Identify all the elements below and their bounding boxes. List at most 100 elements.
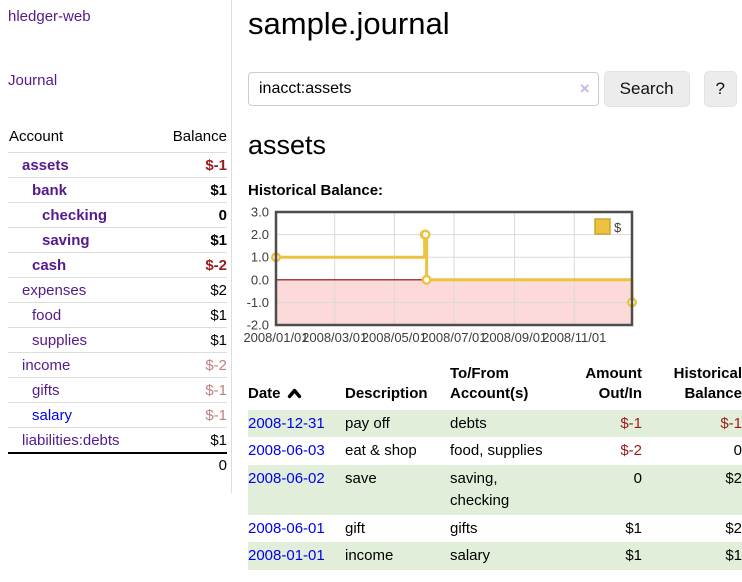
- account-balance: 0: [154, 202, 227, 228]
- x-axis-tick: 2008/03/01: [302, 330, 367, 345]
- transaction-accounts: debts: [450, 409, 560, 438]
- account-balance: $1: [154, 177, 227, 203]
- accounts-table: Account Balance assets $-1 bank $1 checking 0…: [8, 125, 227, 477]
- brand-link[interactable]: hledger-web: [8, 8, 91, 25]
- transaction-amount: $-1: [560, 409, 642, 438]
- account-balance: $1: [154, 302, 227, 328]
- chart-title: Historical Balance:: [248, 182, 384, 199]
- search-box: ×: [248, 72, 599, 106]
- account-balance: $1: [154, 227, 227, 253]
- sort-asc-icon: [287, 389, 301, 399]
- register-header-row: Date Description To/From Account(s) Amount Ou…: [248, 362, 742, 410]
- account-row: food $1: [8, 302, 227, 328]
- account-balance: $-1: [154, 377, 227, 403]
- account-row: liabilities:debts $1: [8, 427, 227, 453]
- transaction-accounts: saving, checking: [450, 465, 560, 515]
- account-balance: $1: [154, 427, 227, 453]
- help-button[interactable]: ?: [703, 71, 737, 107]
- transaction-date-link[interactable]: 2008-01-01: [248, 547, 325, 565]
- account-balance: $1: [154, 327, 227, 353]
- register-col-date[interactable]: Date: [248, 362, 345, 410]
- account-link-supplies[interactable]: supplies: [32, 331, 88, 349]
- x-axis-tick: 2008/01/01: [243, 330, 308, 345]
- register-row: 2008-06-01 gift gifts $1 $2: [248, 515, 742, 543]
- x-axis-tick: 2008/05/01: [362, 330, 427, 345]
- y-axis-tick: -1.0: [247, 295, 269, 310]
- register-row: 2008-12-31 pay off debts $-1 $-1: [248, 409, 742, 438]
- account-link-food[interactable]: food: [32, 306, 62, 324]
- main-content: sample.journal × Search ? assets Histori…: [233, 0, 742, 570]
- register-body: 2008-12-31 pay off debts $-1 $-1 2008-06-03 ea…: [248, 409, 742, 570]
- historical-balance-chart: 3.0 2.0 1.0 0.0 -1.0 -2.0 2008/01/01 2008/03/01…: [240, 204, 737, 346]
- register-col-to-from-account-s-: To/From Account(s): [450, 365, 529, 403]
- transaction-balance: $1: [642, 542, 742, 570]
- transaction-date-link[interactable]: 2008-06-03: [248, 442, 325, 460]
- y-axis-tick: 2.0: [251, 227, 269, 242]
- sidebar: hledger-web Journal Account Balance asse…: [0, 0, 232, 493]
- transaction-date-link[interactable]: 2008-12-31: [248, 414, 325, 432]
- account-balance: $-1: [154, 152, 227, 178]
- accounts-header-account: Account: [9, 128, 64, 145]
- register-row: 2008-06-03 eat & shop food, supplies $-2 0: [248, 437, 742, 465]
- account-row: expenses $2: [8, 277, 227, 303]
- account-link-expenses[interactable]: expenses: [22, 281, 87, 299]
- account-row: assets $-1: [8, 152, 227, 178]
- account-link-gifts[interactable]: gifts: [32, 381, 60, 399]
- transaction-accounts: gifts: [450, 519, 478, 537]
- page-title: sample.journal: [248, 6, 450, 41]
- transaction-description: gift: [345, 519, 366, 537]
- transaction-balance: $2: [725, 519, 742, 537]
- register-col-description: Description: [345, 385, 428, 403]
- chart-legend: $: [594, 218, 622, 235]
- transaction-description: eat & shop: [345, 442, 417, 460]
- account-row: bank $1: [8, 177, 227, 203]
- y-axis-tick: 0.0: [251, 272, 269, 287]
- search-input[interactable]: [248, 72, 599, 106]
- account-balance: $2: [154, 277, 227, 303]
- sidebar-item-journal[interactable]: Journal: [8, 72, 58, 89]
- account-heading: assets: [248, 130, 327, 160]
- transaction-balance: 0: [733, 442, 742, 460]
- chart-canvas: 3.0 2.0 1.0 0.0 -1.0 -2.02008/01/012008/03/01…: [243, 205, 638, 345]
- account-balance: $-2: [154, 252, 227, 278]
- account-link-cash[interactable]: cash: [32, 256, 67, 274]
- account-link-checking[interactable]: checking: [42, 206, 108, 224]
- transaction-date-link[interactable]: 2008-06-02: [248, 470, 325, 487]
- account-link-salary[interactable]: salary: [32, 406, 73, 424]
- register-row: 2008-01-01 income salary $1 $1: [248, 542, 742, 570]
- x-axis-tick: 2008/11/01: [542, 330, 606, 345]
- account-row: salary $-1: [8, 402, 227, 428]
- account-link-bank[interactable]: bank: [32, 181, 68, 199]
- y-axis-tick: 3.0: [251, 205, 269, 220]
- transaction-amount: $1: [560, 542, 642, 570]
- transaction-description: income: [345, 542, 450, 570]
- accounts-table-body: assets $-1 bank $1 checking 0 saving $1 cash $-2 e…: [8, 152, 227, 453]
- search-button[interactable]: Search: [603, 71, 690, 107]
- transaction-description: save: [345, 465, 450, 515]
- account-link-assets[interactable]: assets: [22, 156, 69, 174]
- transaction-balance: $2: [642, 465, 742, 515]
- clear-search-icon[interactable]: ×: [579, 78, 590, 98]
- account-balance: $-1: [154, 402, 227, 428]
- x-axis-tick: 2008/09/01: [482, 330, 547, 345]
- transaction-date-link[interactable]: 2008-06-01: [248, 519, 325, 537]
- transaction-amount: $1: [625, 519, 642, 537]
- search-form: × Search ?: [248, 71, 737, 107]
- account-row: income $-2: [8, 352, 227, 378]
- account-row: cash $-2: [8, 252, 227, 278]
- account-row: saving $1: [8, 227, 227, 253]
- transaction-description: pay off: [345, 409, 450, 438]
- account-link-liabilities-debts[interactable]: liabilities:debts: [22, 431, 120, 449]
- transaction-balance: $-1: [642, 409, 742, 438]
- transaction-accounts: food, supplies: [450, 442, 543, 460]
- transaction-accounts: salary: [450, 542, 560, 570]
- register-col-amount-out-in: Amount Out/In: [585, 365, 642, 403]
- register-col-historical-balance: Historical Balance: [673, 365, 742, 403]
- account-link-saving[interactable]: saving: [42, 231, 90, 249]
- register-table: Date Description To/From Account(s) Amount Ou…: [248, 362, 742, 570]
- transaction-amount: $-2: [620, 442, 642, 460]
- accounts-total-value: 0: [154, 452, 227, 477]
- chart-legend-label: $: [614, 220, 622, 235]
- account-link-income[interactable]: income: [22, 356, 71, 374]
- account-row: supplies $1: [8, 327, 227, 353]
